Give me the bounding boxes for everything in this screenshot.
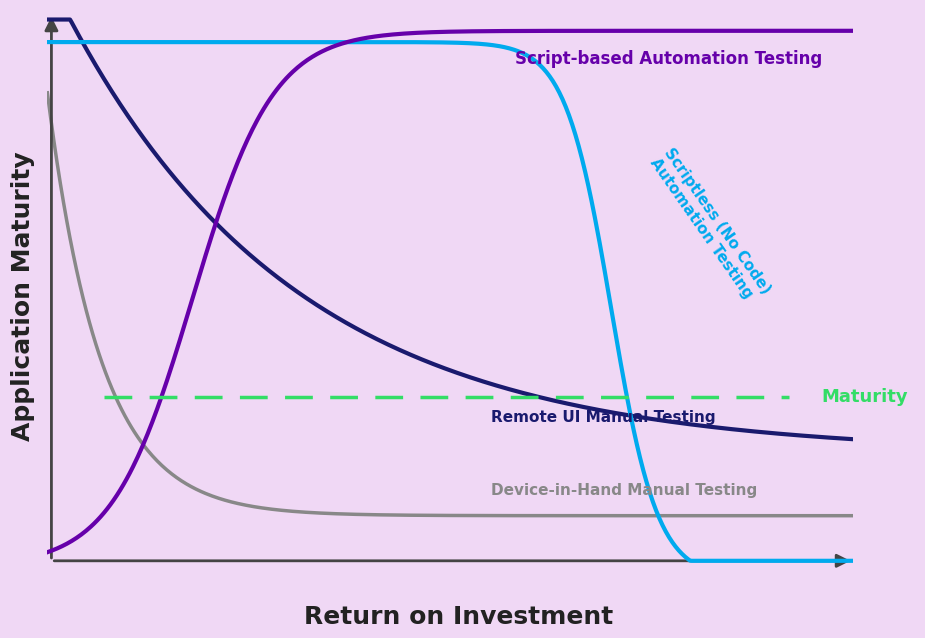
Text: Maturity: Maturity: [820, 389, 907, 406]
Text: Remote UI Manual Testing: Remote UI Manual Testing: [490, 410, 715, 424]
Text: Device-in-Hand Manual Testing: Device-in-Hand Manual Testing: [490, 483, 757, 498]
Text: Return on Investment: Return on Investment: [303, 605, 613, 629]
Text: Script-based Automation Testing: Script-based Automation Testing: [514, 50, 822, 68]
Text: Application Maturity: Application Maturity: [11, 151, 35, 441]
Text: Scriptless (No Code)
Automation Testing: Scriptless (No Code) Automation Testing: [647, 145, 773, 307]
